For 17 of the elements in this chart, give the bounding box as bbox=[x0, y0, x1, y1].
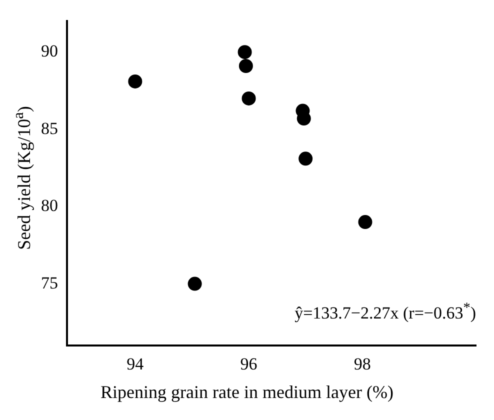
point bbox=[298, 152, 313, 166]
point bbox=[238, 59, 253, 73]
y-tick-label: 75 bbox=[41, 273, 58, 292]
point bbox=[358, 215, 372, 230]
x-axis-title: Ripening grain rate in medium layer (%) bbox=[100, 382, 394, 403]
x-tick-label: 96 bbox=[240, 354, 258, 374]
annotation: ŷ=133.7−2.27x (r=−0.63$^{*}$) bbox=[294, 300, 476, 324]
x-tick-label: 94 bbox=[126, 354, 144, 374]
point bbox=[128, 74, 142, 88]
point bbox=[188, 276, 202, 291]
y-tick-label: 85 bbox=[41, 118, 58, 138]
y-tick-label: 90 bbox=[41, 42, 58, 61]
x-tick-label: 98 bbox=[354, 354, 371, 374]
point bbox=[242, 91, 256, 106]
point bbox=[238, 45, 252, 60]
y-tick-label: 80 bbox=[41, 196, 58, 216]
point bbox=[296, 112, 311, 126]
